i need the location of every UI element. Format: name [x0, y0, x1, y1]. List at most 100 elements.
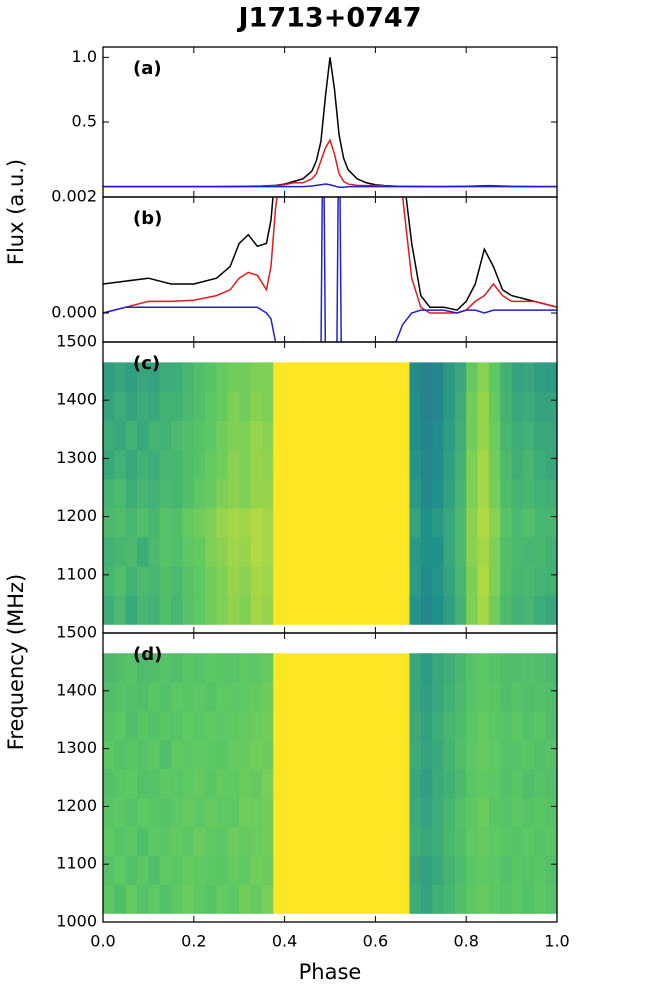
- heat-cell: [193, 566, 206, 596]
- heat-cell: [432, 884, 444, 914]
- heat-cell: [148, 711, 161, 741]
- heat-cell: [545, 797, 558, 828]
- heat-cell: [261, 826, 274, 857]
- heat-cell: [295, 536, 308, 567]
- heat-cell: [432, 507, 444, 538]
- heat-cell: [466, 711, 479, 741]
- heat-cell: [148, 682, 161, 712]
- heat-cell: [284, 507, 297, 538]
- heat-cell: [341, 855, 354, 885]
- heat-cell: [330, 595, 342, 625]
- heat-cell: [364, 653, 376, 683]
- heat-cell: [250, 653, 263, 683]
- heat-cell: [443, 884, 456, 914]
- heat-cell: [193, 653, 206, 683]
- heat-cell: [477, 682, 490, 712]
- heat-cell: [375, 653, 388, 683]
- heat-cell: [386, 536, 399, 567]
- heat-cell: [420, 768, 433, 799]
- heat-cell: [386, 449, 399, 480]
- heat-cell: [352, 362, 365, 392]
- heat-cell: [193, 362, 206, 392]
- heat-cell: [137, 797, 149, 828]
- heat-cell: [125, 739, 138, 770]
- heat-cell: [205, 449, 217, 480]
- heat-cell: [295, 507, 308, 538]
- heat-cell: [522, 653, 535, 683]
- heat-cell: [182, 653, 195, 683]
- heat-cell: [454, 507, 467, 538]
- heat-cell: [318, 391, 331, 422]
- heat-cell: [307, 855, 320, 885]
- heat-cell: [534, 566, 547, 596]
- x-axis-label: Phase: [299, 960, 362, 984]
- heat-cell: [318, 653, 331, 683]
- heat-cell: [193, 420, 206, 451]
- y-tick-label: 1500: [56, 623, 97, 642]
- heat-cell: [454, 768, 467, 799]
- heat-cell: [500, 420, 513, 451]
- heat-cell: [534, 391, 547, 422]
- heat-cell: [261, 449, 274, 480]
- heat-cell: [171, 566, 183, 596]
- heat-cell: [375, 536, 388, 567]
- heat-cell: [341, 536, 354, 567]
- y-tick-label: 0.5: [72, 112, 97, 131]
- heat-cell: [466, 884, 479, 914]
- heat-cell: [420, 507, 433, 538]
- heat-cell: [500, 566, 513, 596]
- heat-cell: [432, 855, 444, 885]
- heat-cell: [182, 420, 195, 451]
- heat-cell: [330, 507, 342, 538]
- heat-cell: [420, 362, 433, 392]
- heat-cell: [454, 797, 467, 828]
- heat-cell: [250, 682, 263, 712]
- heat-cell: [182, 507, 195, 538]
- heat-cell: [352, 797, 365, 828]
- heat-cell: [420, 420, 433, 451]
- heat-cell: [182, 826, 195, 857]
- heat-cell: [477, 595, 490, 625]
- y-tick-label: 1300: [56, 448, 97, 467]
- heat-cell: [227, 711, 240, 741]
- heat-cell: [114, 682, 127, 712]
- heat-cell: [341, 362, 354, 392]
- heat-cell: [454, 682, 467, 712]
- heat-cell: [375, 595, 388, 625]
- heat-cell: [103, 595, 115, 625]
- heat-cell: [398, 420, 410, 451]
- heat-cell: [545, 768, 558, 799]
- heat-cell: [500, 826, 513, 857]
- heat-cell: [386, 739, 399, 770]
- heat-cell: [375, 682, 388, 712]
- heat-cell: [522, 768, 535, 799]
- heat-cell: [137, 536, 149, 567]
- heat-cell: [432, 682, 444, 712]
- heat-cell: [330, 739, 342, 770]
- heat-cell: [261, 768, 274, 799]
- heat-cell: [341, 768, 354, 799]
- heat-cell: [148, 566, 161, 596]
- heat-cell: [398, 566, 410, 596]
- heat-cell: [114, 362, 127, 392]
- heat-cell: [205, 739, 217, 770]
- y-tick-label: 1100: [56, 854, 97, 873]
- heat-cell: [182, 391, 195, 422]
- heat-cell: [466, 478, 479, 509]
- heat-cell: [454, 826, 467, 857]
- heat-cell: [375, 449, 388, 480]
- heat-cell: [432, 739, 444, 770]
- heat-cell: [125, 595, 138, 625]
- heat-cell: [545, 826, 558, 857]
- heat-cell: [193, 507, 206, 538]
- heat-cell: [250, 566, 263, 596]
- heat-cell: [352, 884, 365, 914]
- heat-cell: [193, 855, 206, 885]
- profile-line: [103, 197, 557, 314]
- heat-cell: [443, 653, 456, 683]
- heat-cell: [103, 884, 115, 914]
- heat-cell: [103, 507, 115, 538]
- heat-cell: [330, 653, 342, 683]
- heat-cell: [193, 797, 206, 828]
- heat-cell: [273, 768, 286, 799]
